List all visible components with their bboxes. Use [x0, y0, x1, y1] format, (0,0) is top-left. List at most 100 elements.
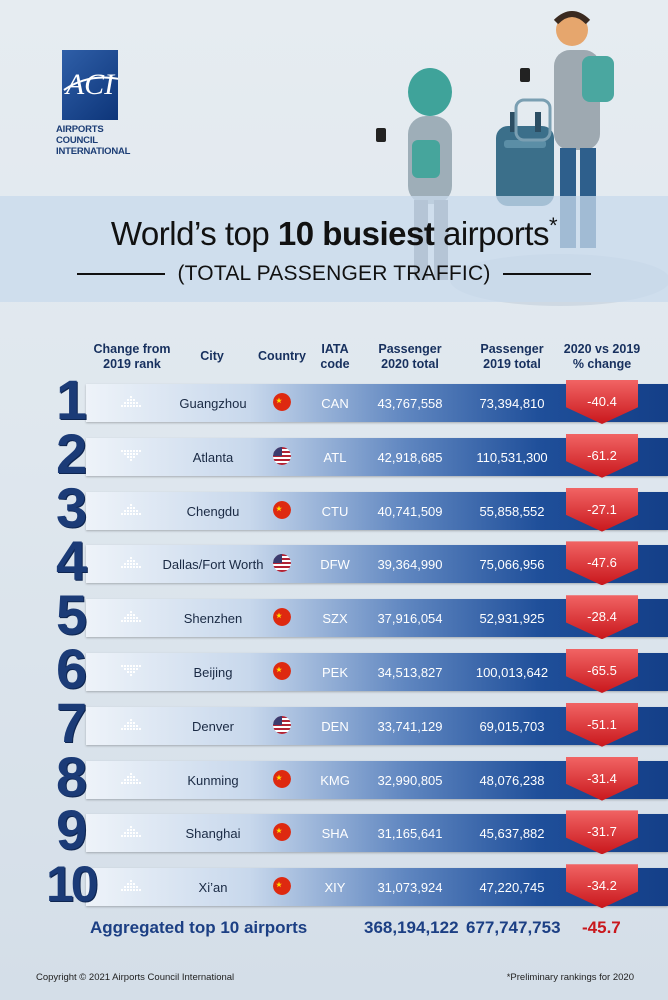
title-bold: 10 busiest — [277, 215, 435, 252]
pct-change-value: -47.6 — [587, 555, 617, 571]
iata-code: SZX — [322, 611, 348, 627]
aggregate-passenger-2019: 677,747,753 — [466, 918, 561, 937]
passenger-2020: 37,916,054 — [377, 611, 443, 627]
table-row: 6 Beijing PEK 34,513,827 100,013,642 -65.5 — [0, 641, 668, 697]
page-subtitle: (TOTAL PASSENGER TRAFFIC) — [177, 262, 491, 285]
passenger-2019: 73,394,810 — [479, 396, 545, 411]
rank-number: 5 — [56, 583, 87, 647]
passenger-2020: 32,990,805 — [377, 772, 443, 788]
rank-number: 3 — [56, 475, 87, 539]
table-row: 7 Denver DEN 33,741,129 69,015,703 -51.1 — [0, 694, 668, 750]
rank-up-arrow-icon — [118, 556, 144, 570]
table-row: 3 Chengdu CTU 40,741,509 55,858,552 -27.1 — [0, 479, 668, 535]
iata-code: SHA — [321, 826, 349, 842]
city-name: Beijing — [193, 665, 233, 680]
city-name: Atlanta — [192, 449, 234, 465]
rank-number: 6 — [56, 637, 87, 700]
pct-change-value: -65.5 — [587, 663, 617, 678]
rank-up-arrow-icon — [118, 825, 144, 839]
passenger-2019: 110,531,300 — [476, 449, 548, 465]
passenger-2020: 40,741,509 — [377, 503, 443, 519]
pct-change-value: -31.4 — [587, 770, 617, 786]
iata-code: PEK — [321, 665, 348, 680]
header-pct-change: 2020 vs 2019% change — [563, 342, 641, 371]
aggregate-label: Aggregated top 10 airports — [90, 918, 308, 937]
iata-code: DFW — [320, 557, 350, 573]
title-asterisk: * — [549, 213, 558, 238]
pct-change-value: -28.4 — [587, 609, 617, 625]
header-change: Change from 2019 rank — [93, 342, 171, 371]
title-part-2: airports — [434, 215, 550, 252]
aggregate-passenger-2020: 368,194,122 — [364, 918, 459, 937]
pct-change-value: -31.7 — [587, 824, 617, 840]
table-row: 10 Xi’an XIY 31,073,924 47,220,745 -34.2 — [0, 856, 668, 912]
city-name: Guangzhou — [179, 396, 247, 411]
title-band — [0, 196, 668, 302]
passenger-2019: 100,013,642 — [475, 665, 549, 680]
rank-down-arrow-icon — [118, 449, 144, 463]
china-flag-icon — [273, 393, 291, 411]
rank-number: 2 — [56, 421, 87, 485]
header-country: Country — [258, 349, 306, 363]
city-name: Xi’an — [198, 880, 228, 896]
pct-change-value: -27.1 — [587, 501, 617, 517]
passenger-2019: 45,637,882 — [479, 826, 545, 842]
iata-code: ATL — [323, 449, 347, 465]
passenger-2019: 69,015,703 — [479, 718, 545, 734]
table-header: Change from 2019 rank City Country IATA co… — [0, 342, 668, 378]
china-flag-icon — [273, 500, 291, 519]
city-name: Shenzhen — [183, 611, 243, 627]
city-name: Kunming — [187, 772, 239, 788]
rank-number: 4 — [56, 529, 87, 593]
city-name: Chengdu — [186, 503, 240, 519]
city-name: Shanghai — [185, 826, 241, 842]
china-flag-icon — [273, 769, 291, 788]
header-passenger-2019: Passenger 2019 total — [480, 342, 544, 371]
passenger-2020: 42,918,685 — [377, 449, 443, 465]
passenger-2019: 75,066,956 — [479, 557, 545, 573]
china-flag-icon — [273, 823, 291, 842]
rank-number: 7 — [56, 690, 87, 754]
pct-change-value: -51.1 — [587, 716, 617, 732]
subtitle-right-rule — [502, 273, 591, 275]
title-part-1: World’s top — [110, 215, 278, 252]
header-city: City — [200, 349, 224, 363]
table-row: 8 Kunming KMG 32,990,805 48,076,238 -31.4 — [0, 748, 668, 804]
passenger-2019: 47,220,745 — [479, 880, 545, 896]
rank-number: 10 — [46, 856, 99, 913]
logo-line-1: AIRPORTS COUNCIL — [56, 124, 104, 146]
subtitle-row: (TOTAL PASSENGER TRAFFIC) — [0, 262, 668, 286]
passenger-2020: 31,073,924 — [377, 880, 443, 896]
iata-code: DEN — [321, 718, 349, 734]
usa-flag-icon — [273, 715, 291, 734]
passenger-2020: 33,741,129 — [377, 718, 443, 734]
aci-logo: ACI AIRPORTS COUNCIL INTERNATIONAL — [56, 50, 146, 157]
passenger-2020: 43,767,558 — [377, 396, 443, 411]
pct-change-value: -61.2 — [587, 447, 617, 463]
city-name: Dallas/Fort Worth — [162, 557, 264, 573]
china-flag-icon — [273, 608, 291, 627]
rank-up-arrow-icon — [118, 718, 144, 732]
iata-code: CTU — [321, 503, 349, 519]
rank-number: 8 — [56, 744, 87, 808]
rank-up-arrow-icon — [118, 610, 144, 624]
passenger-2020: 39,364,990 — [377, 557, 443, 573]
iata-code: XIY — [324, 880, 346, 896]
passenger-2019: 52,931,925 — [479, 611, 545, 627]
footnote-text: *Preliminary rankings for 2020 — [506, 972, 634, 983]
rank-down-arrow-icon — [118, 664, 144, 678]
pct-change-value: -34.2 — [587, 878, 617, 894]
china-flag-icon — [273, 877, 291, 896]
passenger-2020: 34,513,827 — [377, 665, 443, 680]
table-row: 2 Atlanta ATL 42,918,685 110,531,300 -61.2 — [0, 425, 668, 481]
subtitle-left-rule — [77, 273, 166, 275]
rank-up-arrow-icon — [118, 879, 144, 893]
aggregate-pct-change: -45.7 — [582, 918, 621, 937]
page-title: World’s top 10 busiest airports* — [0, 213, 668, 253]
pct-change-value: -40.4 — [587, 394, 617, 409]
iata-code: CAN — [321, 396, 349, 411]
table-row: 1 Guangzhou CAN 43,767,558 73,394,810 -40.4 — [0, 372, 668, 428]
rank-number: 9 — [56, 798, 87, 862]
aggregate-row: Aggregated top 10 airports 368,194,122 6… — [0, 918, 668, 944]
passenger-2019: 48,076,238 — [479, 772, 545, 788]
